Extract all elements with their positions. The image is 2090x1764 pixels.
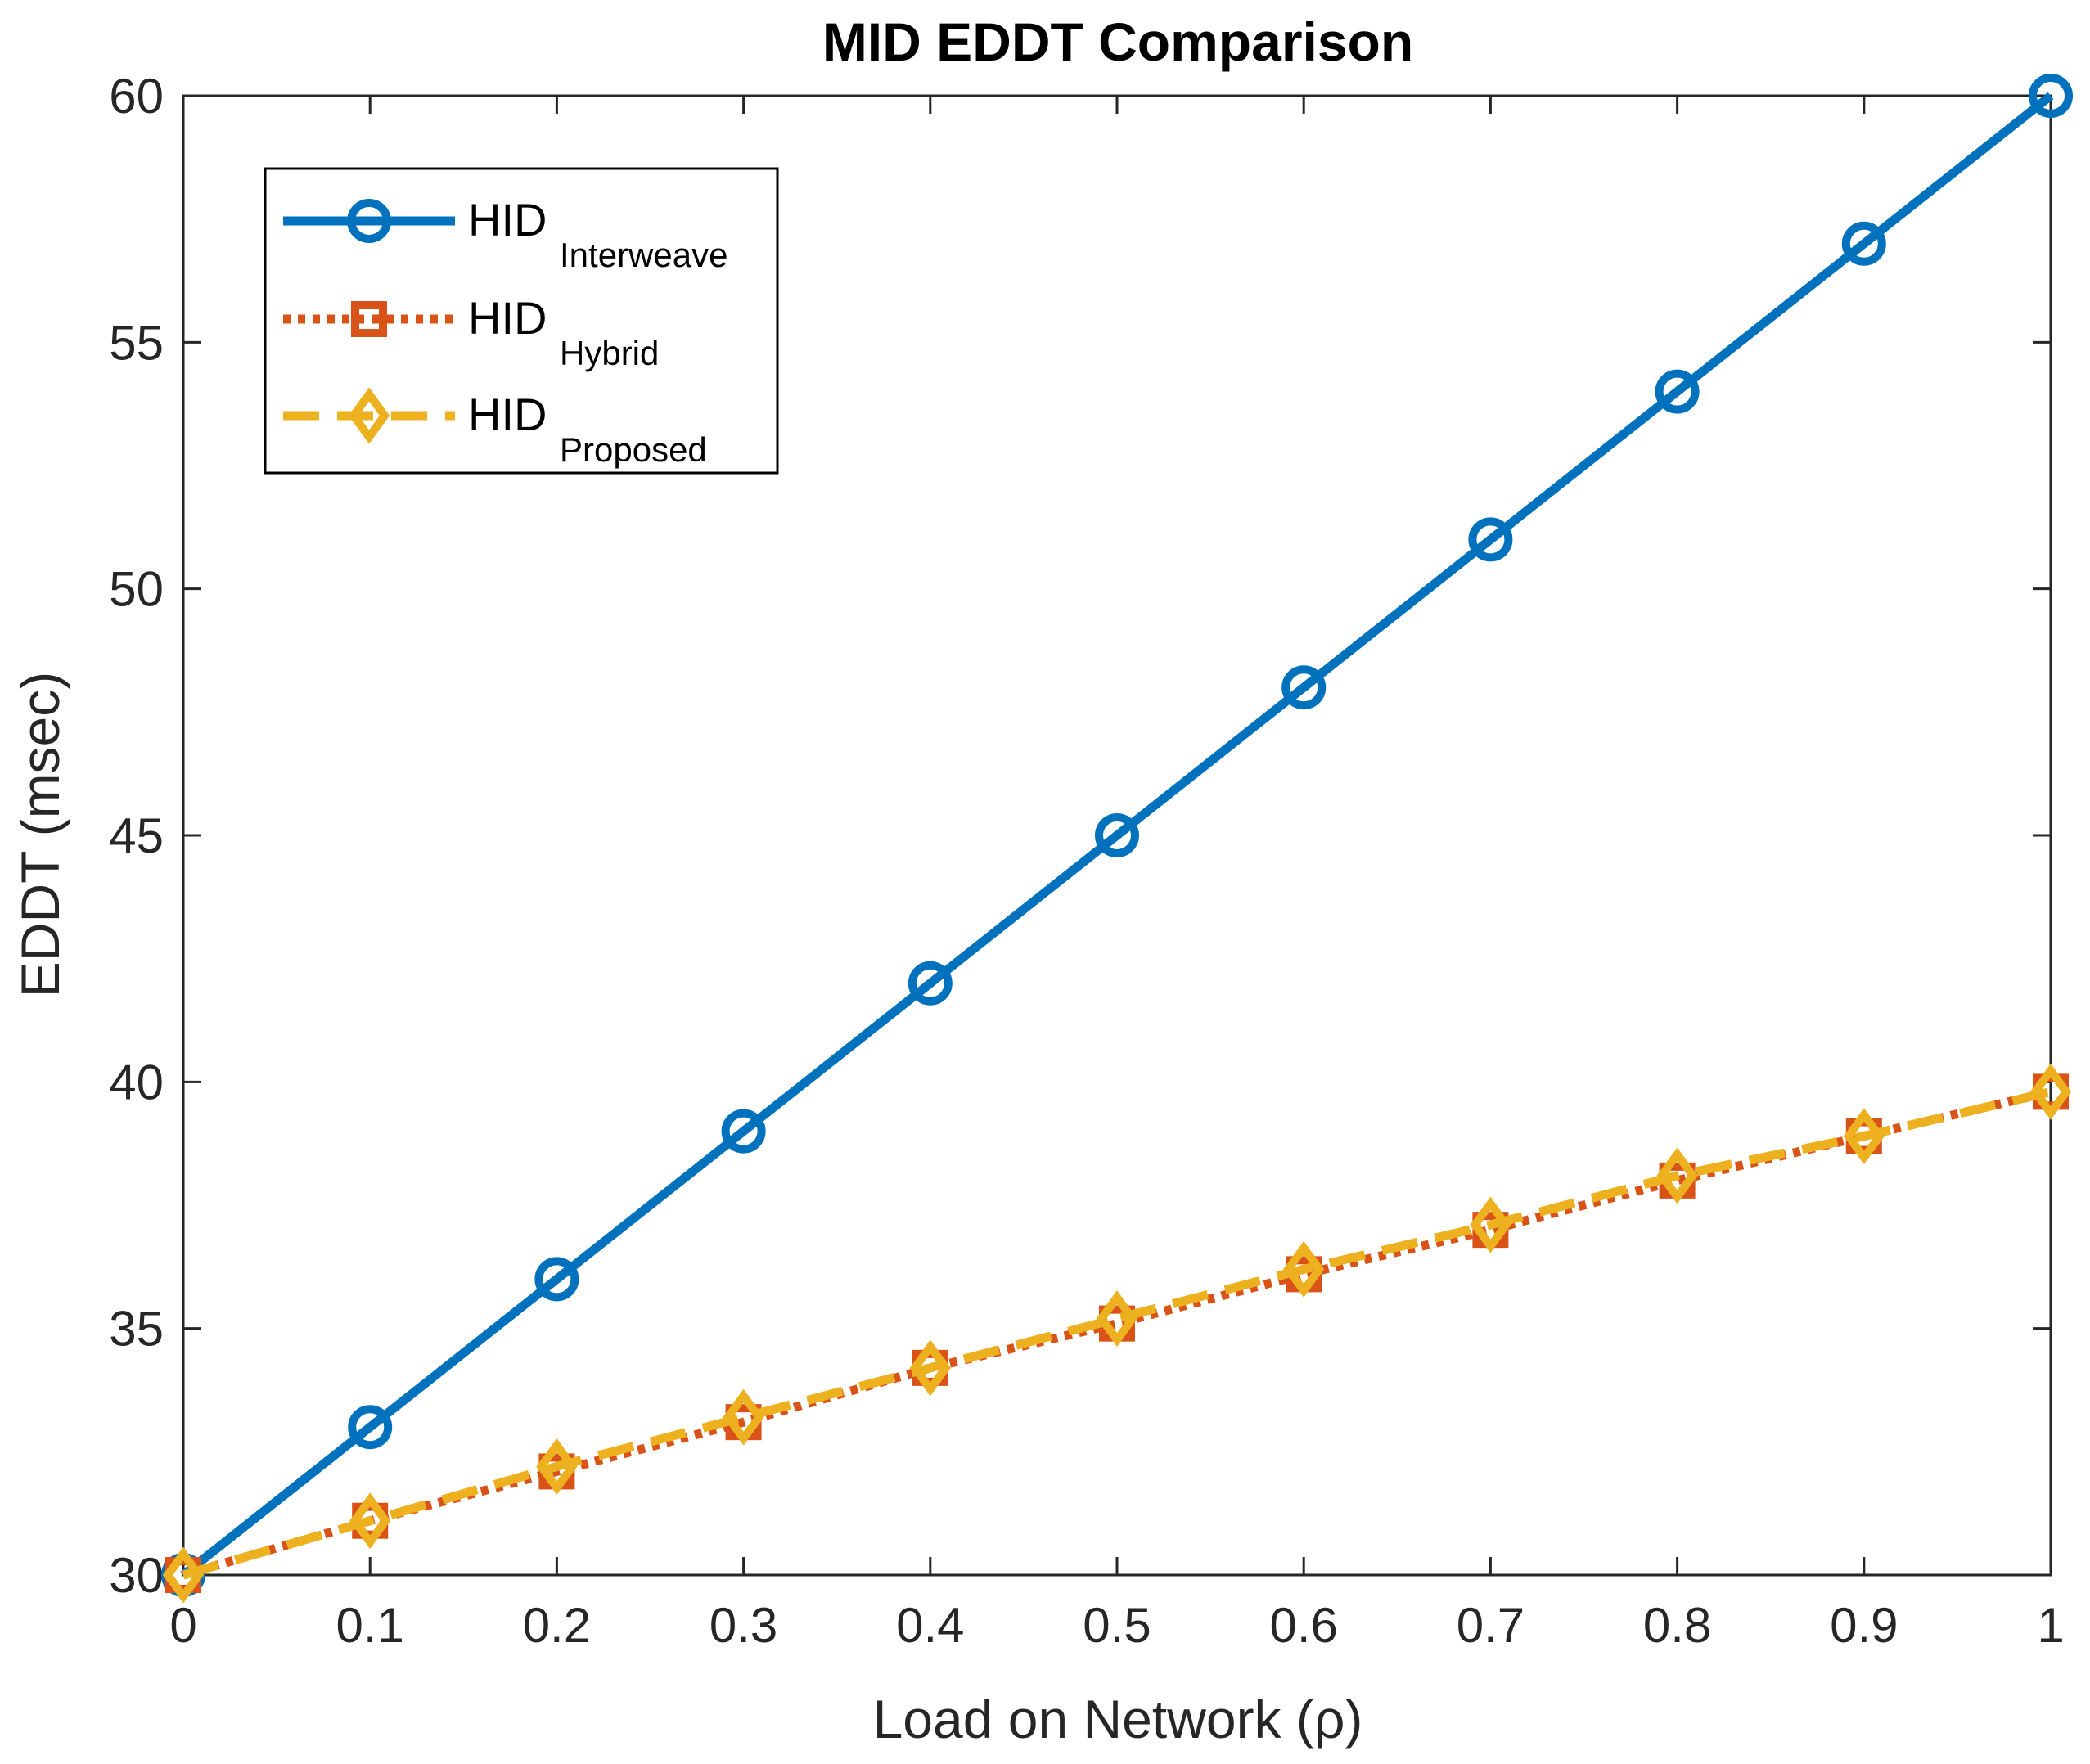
legend-label-proposed: HID [468,389,547,440]
data-point-interweave [534,1257,579,1302]
data-point-proposed [1843,1108,1885,1165]
data-point-proposed [2029,1063,2072,1120]
data-point-interweave [348,1405,393,1450]
y-tick-label: 40 [109,1055,164,1109]
legend-sublabel-hybrid: Hybrid [560,334,659,372]
y-tick-label: 35 [109,1302,164,1357]
data-point-proposed [1283,1240,1325,1298]
data-point-interweave [1095,813,1139,857]
data-point-proposed [162,1546,205,1604]
y-tick-label: 30 [109,1548,164,1603]
data-point-proposed [1096,1290,1138,1348]
x-tick-label: 0.8 [1643,1598,1711,1653]
data-point-interweave [1281,665,1327,710]
legend-marker-interweave [347,199,391,243]
legend-marker-hybrid [351,301,387,337]
x-tick-label: 0.2 [523,1598,591,1653]
x-tick-label: 0.9 [1830,1598,1898,1653]
y-axis-label: EDDT (msec) [10,672,70,997]
series-line-interweave [180,92,2054,1579]
x-tick-label: 0.6 [1269,1598,1337,1653]
x-axis-label: Load on Network (ρ) [873,1689,1363,1749]
x-tick-label: 0 [169,1598,196,1653]
x-tick-label: 0.7 [1457,1598,1525,1653]
legend-marker-proposed [348,387,390,444]
x-tick-label: 0.5 [1083,1598,1151,1653]
x-tick-label: 0.3 [709,1598,777,1653]
y-tick-label: 60 [109,69,164,124]
legend: HID Interweave HID Hybrid HID Proposed [264,167,779,475]
series-proposed [162,1063,2072,1604]
data-point-interweave [1468,517,1513,562]
data-point-interweave [908,961,953,1006]
data-point-proposed [1470,1196,1511,1253]
y-tick-label: 50 [109,562,164,617]
data-point-interweave [1841,221,1886,266]
legend-sublabel-proposed: Proposed [560,430,707,469]
chart-title: MID EDDT Comparison [822,11,1413,72]
x-tick-label: 1 [2037,1598,2064,1653]
y-tick-label: 55 [109,315,164,370]
legend-label-interweave: HID [468,194,547,245]
legend-sublabel-interweave: Interweave [560,236,727,274]
data-point-proposed [536,1438,578,1495]
x-tick-label: 0.4 [896,1598,964,1653]
y-tick-label: 45 [109,808,164,863]
series-line-proposed [182,1087,2052,1580]
series-interweave [161,74,2073,1597]
data-point-interweave [2029,74,2073,118]
data-point-interweave [721,1109,766,1154]
data-point-interweave [1655,369,1700,414]
data-point-proposed [1656,1147,1698,1204]
data-point-proposed [349,1492,391,1550]
legend-label-hybrid: HID [468,292,547,344]
x-tick-label: 0.1 [336,1598,403,1653]
series-line-hybrid [182,1087,2052,1580]
data-point-proposed [909,1339,951,1397]
data-point-proposed [723,1388,764,1446]
